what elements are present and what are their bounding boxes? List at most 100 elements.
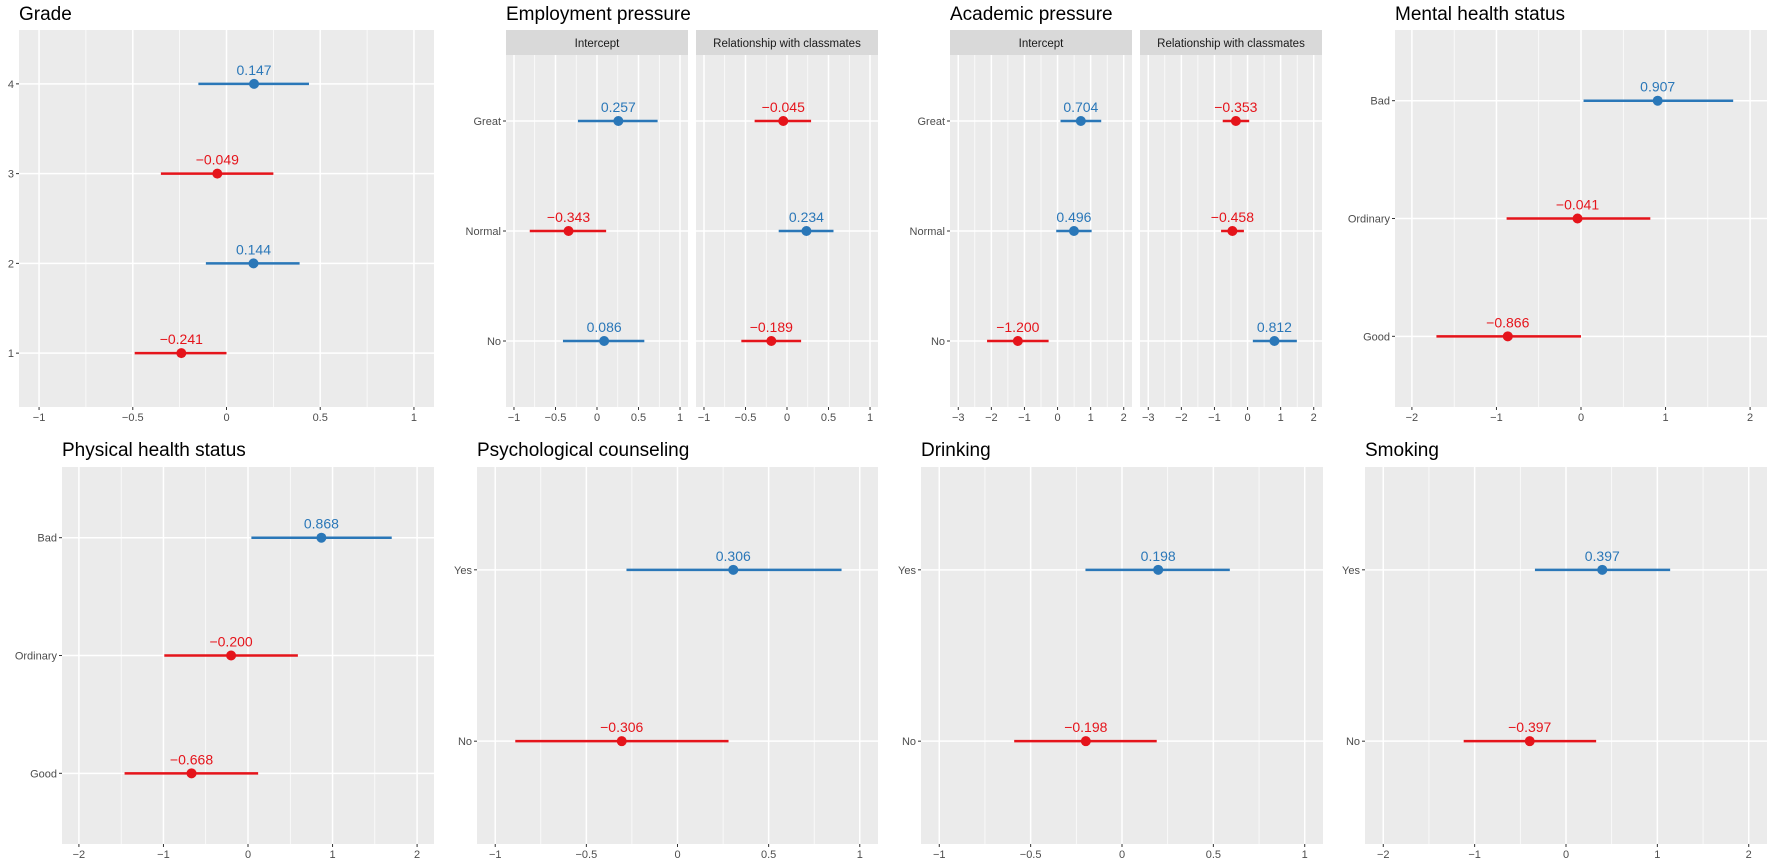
x-tick-label: −2 — [985, 412, 998, 424]
estimate-no: −0.198 — [1014, 719, 1157, 747]
x-tick-label: 1 — [1088, 412, 1094, 424]
data-label: −0.397 — [1508, 719, 1551, 735]
data-label: −0.198 — [1064, 719, 1107, 735]
x-tick-label: −1 — [1018, 412, 1031, 424]
facet: Relationship with classmates −1 −0.5 0 0.5 1 −… — [696, 30, 878, 424]
point-estimate — [778, 116, 789, 126]
x-tick-label: −3 — [952, 412, 965, 424]
facet-strip-label: Relationship with classmates — [1157, 38, 1305, 50]
facet-strip — [950, 30, 1132, 55]
data-label: −0.041 — [1556, 197, 1599, 213]
point-estimate — [616, 736, 627, 747]
point-estimate — [186, 768, 197, 779]
y-tick-label: Good — [30, 768, 57, 780]
x-tick-label: −1 — [1208, 412, 1221, 424]
x-tick-label: −1 — [33, 412, 46, 424]
data-label: −0.353 — [1214, 99, 1257, 115]
estimate-ordinary: −0.200 — [164, 634, 298, 661]
data-label: 0.234 — [789, 209, 824, 225]
estimate-normal: −0.343 — [529, 209, 607, 236]
panel-drinking: Drinking −1 −0.5 0 0.5 1 Yes No 0.198 −0.198 — [898, 440, 1323, 861]
estimate-great: −0.353 — [1214, 99, 1258, 126]
y-tick-label: Great — [473, 116, 501, 128]
x-tick-label: 1 — [1662, 412, 1668, 424]
x-tick-label: 0 — [1054, 412, 1060, 424]
point-estimate — [563, 226, 574, 236]
data-label: 0.144 — [236, 241, 271, 257]
facet: −1 −0.5 0 0.5 1 Yes No 0.198 −0.198 — [898, 467, 1323, 861]
point-estimate — [1597, 564, 1608, 575]
y-tick-label: No — [1346, 736, 1360, 748]
x-tick-label: 0 — [1119, 849, 1125, 861]
estimate-bad: 0.907 — [1583, 79, 1734, 106]
estimate-normal: 0.234 — [778, 209, 834, 236]
panel-academic-pressure: Academic pressure Intercept −3 −2 −1 0 1 2 Great… — [910, 4, 1322, 424]
x-tick-label: 0 — [1563, 849, 1569, 861]
x-tick-label: −0.5 — [545, 412, 567, 424]
panel-psychological-counseling: Psychological counseling −1 −0.5 0 0.5 1 Yes No… — [454, 440, 878, 861]
panel-title: Smoking — [1365, 440, 1439, 461]
facet-strip — [696, 30, 878, 55]
panel-smoking: Smoking −2 −1 0 1 2 Yes No 0.397 −0.397 — [1342, 440, 1767, 861]
x-tick-label: 2 — [1311, 412, 1317, 424]
point-estimate — [1572, 213, 1583, 224]
point-estimate — [1230, 116, 1241, 126]
point-estimate — [1075, 116, 1086, 126]
x-tick-label: 0 — [1578, 412, 1584, 424]
y-tick-label: No — [487, 336, 501, 348]
x-tick-label: −2 — [73, 849, 86, 861]
facet: Relationship with classmates −3 −2 −1 0 1 2 −0.… — [1140, 30, 1322, 424]
panel-physical-health-status: Physical health status −2 −1 0 1 2 Bad Ordinary… — [15, 440, 434, 861]
facet-strip-label: Intercept — [1019, 38, 1065, 50]
data-label: −0.200 — [209, 634, 252, 650]
point-estimate — [226, 650, 237, 661]
x-tick-label: 2 — [1747, 412, 1753, 424]
estimate-yes: 0.397 — [1534, 548, 1671, 575]
x-tick-label: 0 — [245, 849, 251, 861]
panel-title: Academic pressure — [950, 4, 1113, 25]
point-estimate — [728, 564, 739, 575]
y-tick-label: Yes — [454, 565, 472, 577]
point-estimate — [1068, 226, 1079, 236]
x-tick-label: 1 — [1654, 849, 1660, 861]
panel-mental-health-status: Mental health status −2 −1 0 1 2 Bad Ordinary Go… — [1348, 4, 1767, 424]
point-estimate — [599, 336, 610, 346]
estimate-no: −0.189 — [741, 319, 802, 346]
x-tick-label: 1 — [329, 849, 335, 861]
x-tick-label: 2 — [1121, 412, 1127, 424]
estimate-no: −0.397 — [1463, 719, 1597, 747]
data-label: −0.049 — [196, 152, 239, 168]
data-label: −0.045 — [762, 99, 805, 115]
data-label: −1.200 — [996, 319, 1039, 335]
estimate-2: 0.144 — [205, 241, 300, 269]
x-tick-label: −2 — [1406, 412, 1419, 424]
estimate-no: 0.086 — [562, 319, 645, 346]
y-tick-label: No — [931, 336, 945, 348]
estimate-normal: −0.458 — [1211, 209, 1254, 236]
y-tick-label: 4 — [8, 79, 14, 91]
point-estimate — [766, 336, 777, 346]
data-label: −0.306 — [600, 719, 643, 735]
facet: Intercept −1 −0.5 0 0.5 1 Great Normal No 0.257 −0… — [466, 30, 688, 424]
x-tick-label: 1 — [411, 412, 417, 424]
x-tick-label: −0.5 — [735, 412, 757, 424]
point-estimate — [176, 348, 187, 359]
y-tick-label: Normal — [910, 226, 945, 238]
x-tick-label: 1 — [857, 849, 863, 861]
x-tick-label: −1 — [1468, 849, 1481, 861]
data-label: −0.668 — [170, 751, 213, 767]
x-tick-label: 0.5 — [821, 412, 836, 424]
point-estimate — [1524, 736, 1535, 747]
estimate-ordinary: −0.041 — [1506, 197, 1651, 224]
x-tick-label: 0 — [674, 849, 680, 861]
y-tick-label: No — [458, 736, 472, 748]
x-tick-label: 0.5 — [631, 412, 646, 424]
data-label: 0.198 — [1141, 548, 1176, 564]
facet-strip — [506, 30, 688, 55]
x-tick-label: 0.5 — [1206, 849, 1221, 861]
data-label: 0.257 — [601, 99, 636, 115]
data-label: 0.086 — [587, 319, 622, 335]
y-tick-label: Yes — [1342, 565, 1360, 577]
point-estimate — [801, 226, 812, 236]
